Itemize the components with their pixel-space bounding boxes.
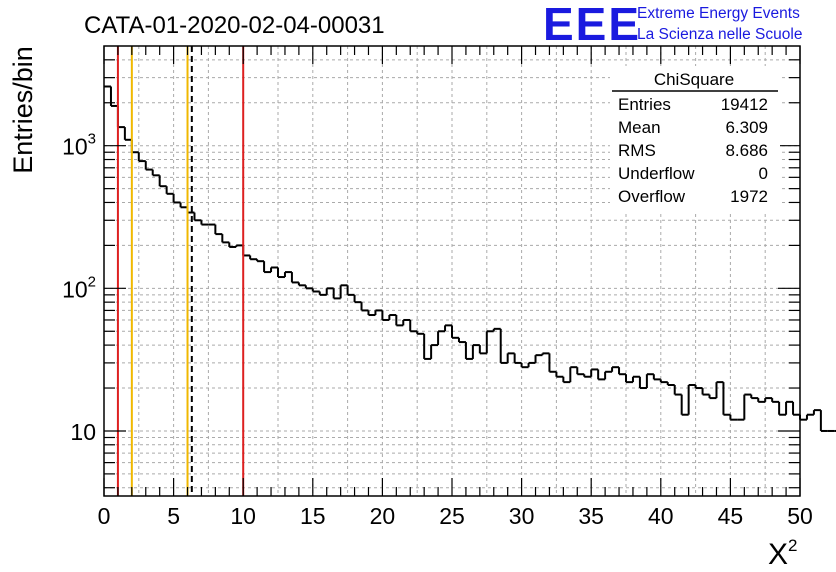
- y-tick-label: 10: [70, 419, 96, 445]
- x-tick-label: 45: [718, 503, 744, 529]
- x-tick-label: 40: [648, 503, 674, 529]
- y-tick-label: 102: [62, 273, 96, 302]
- stats-row-value: 19412: [721, 95, 768, 114]
- x-axis-title-sup: 2: [788, 536, 797, 555]
- stats-row-value: 1972: [730, 187, 768, 206]
- stats-row-label: Mean: [618, 118, 661, 137]
- stats-row-value: 6.309: [725, 118, 768, 137]
- stats-row-label: Underflow: [618, 164, 695, 183]
- stats-row-label: Entries: [618, 95, 671, 114]
- stats-row-value: 0: [759, 164, 768, 183]
- logo-line1: Extreme Energy Events: [637, 5, 800, 22]
- x-tick-label: 0: [98, 503, 111, 529]
- x-axis-title: X2: [768, 536, 797, 571]
- x-tick-label: 15: [300, 503, 326, 529]
- logo-line2: La Scienza nelle Scuole: [637, 26, 802, 43]
- plot-frame: [103, 45, 801, 497]
- y-tick-labels: 10 102 103: [62, 131, 96, 445]
- stats-row-label: RMS: [618, 141, 656, 160]
- chart-title: CATA-01-2020-02-04-00031: [84, 12, 385, 39]
- x-tick-label: 25: [439, 503, 465, 529]
- stats-row-label: Overflow: [618, 187, 686, 206]
- eee-logo: EEE Extreme Energy Events La Scienza nel…: [543, 0, 802, 50]
- x-tick-label: 20: [370, 503, 396, 529]
- x-axis-title-main: X: [768, 538, 788, 571]
- logo-letters: EEE: [543, 0, 641, 50]
- x-tick-label: 35: [578, 503, 604, 529]
- y-tick-label: 103: [62, 131, 96, 160]
- x-tick-label: 30: [509, 503, 535, 529]
- x-tick-label: 5: [167, 503, 180, 529]
- x-tick-label: 10: [230, 503, 256, 529]
- marker-lines: [116, 46, 245, 496]
- histogram-bars: [104, 85, 836, 432]
- stats-row-value: 8.686: [725, 141, 768, 160]
- stats-box: ChiSquare Entries 19412 Mean 6.309 RMS 8.686 U…: [610, 66, 780, 212]
- stats-rows: Entries 19412 Mean 6.309 RMS 8.686 Underflow 0 O…: [618, 95, 768, 206]
- x-tick-labels: 0 5 10 15 20 25 30 35 40 45 50: [98, 503, 813, 529]
- grid: [104, 46, 800, 496]
- y-axis-title: Entries/bin: [8, 46, 38, 174]
- stats-title: ChiSquare: [654, 70, 734, 89]
- x-tick-label: 50: [787, 503, 813, 529]
